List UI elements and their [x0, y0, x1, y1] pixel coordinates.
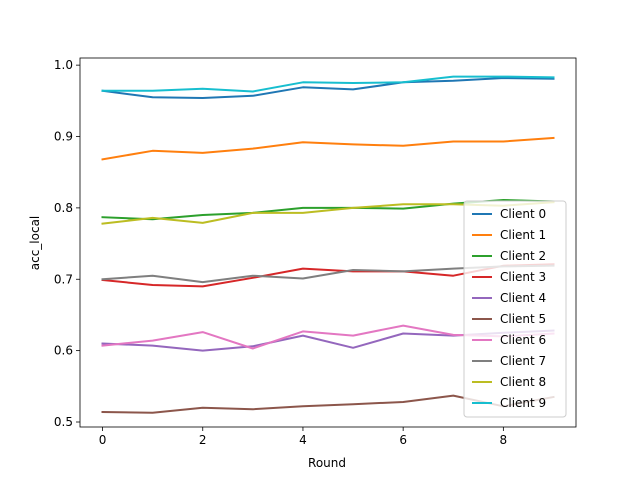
legend-label-client-3: Client 3 — [500, 270, 546, 284]
legend-label-client-0: Client 0 — [500, 207, 546, 221]
y-tick-label: 1.0 — [54, 58, 73, 72]
y-tick-label: 0.9 — [54, 130, 73, 144]
series-line-client-1 — [101, 136, 555, 161]
x-axis-label: Round — [308, 456, 346, 470]
y-tick-label: 0.6 — [54, 344, 73, 358]
x-tick-label: 6 — [399, 433, 407, 447]
x-tick-label: 2 — [199, 433, 207, 447]
legend-label-client-2: Client 2 — [500, 249, 546, 263]
series-line-client-9 — [101, 75, 555, 93]
x-tick-label: 8 — [500, 433, 508, 447]
x-tick-label: 0 — [99, 433, 107, 447]
legend-label-client-1: Client 1 — [500, 228, 546, 242]
y-axis-ticks: 0.5 0.6 0.7 0.8 0.9 1.0 — [54, 58, 80, 429]
y-tick-label: 0.8 — [54, 201, 73, 215]
x-tick-label: 4 — [299, 433, 307, 447]
axes-frame — [79, 57, 577, 428]
x-axis-ticks: 0 2 4 6 8 — [99, 427, 507, 447]
y-tick-label: 0.7 — [54, 272, 73, 286]
legend-label-client-5: Client 5 — [500, 312, 546, 326]
y-axis-label: acc_local — [28, 216, 42, 271]
legend-label-client-6: Client 6 — [500, 333, 546, 347]
series-line-client-0 — [101, 77, 555, 99]
legend: Client 0 Client 1 Client 2 Client 3 Client 4… — [463, 200, 567, 418]
legend-label-client-8: Client 8 — [500, 375, 546, 389]
legend-label-client-4: Client 4 — [500, 291, 546, 305]
y-tick-label: 0.5 — [54, 415, 73, 429]
legend-label-client-7: Client 7 — [500, 354, 546, 368]
legend-label-client-9: Client 9 — [500, 396, 546, 410]
axes-border — [79, 57, 577, 428]
